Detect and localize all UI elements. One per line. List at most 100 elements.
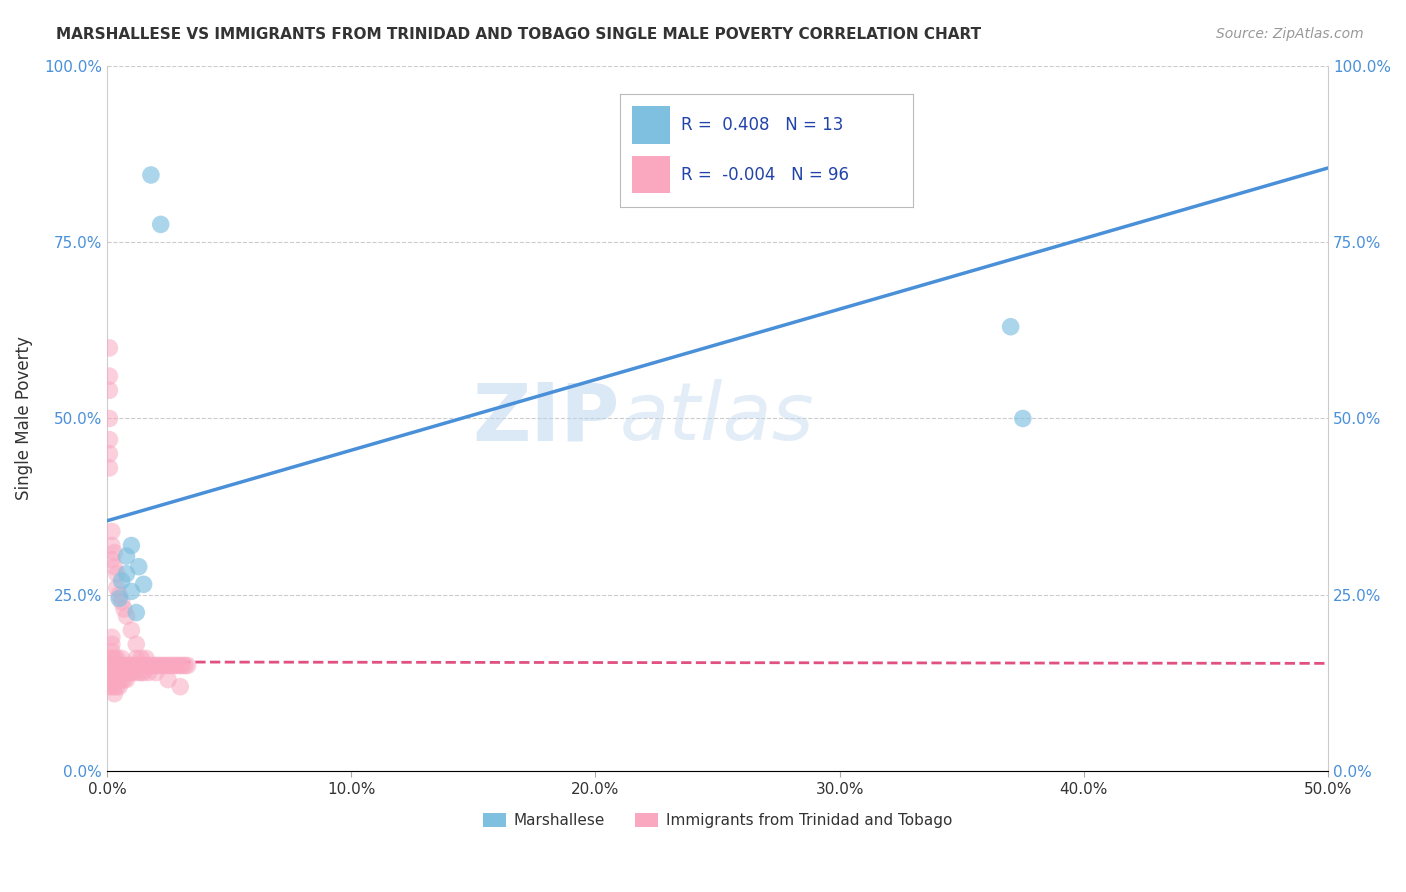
Point (103, 673, 125, 687)
Point (111, 658, 134, 673)
Point (112, 602, 135, 616)
Point (129, 651, 152, 665)
Point (111, 651, 134, 665)
Point (112, 673, 135, 687)
Point (149, 658, 172, 673)
Point (115, 566, 138, 581)
Point (112, 658, 135, 673)
Point (101, 658, 124, 673)
Text: atlas: atlas (620, 379, 814, 458)
Point (157, 673, 180, 687)
Point (125, 651, 148, 665)
Point (111, 665, 134, 680)
Point (101, 637, 124, 651)
Point (98, 673, 121, 687)
Point (138, 658, 160, 673)
Point (98, 651, 121, 665)
Point (101, 630, 124, 644)
Point (111, 595, 134, 609)
Point (98, 369, 121, 384)
Point (101, 665, 124, 680)
Point (108, 680, 131, 694)
Point (115, 549, 138, 563)
Point (101, 673, 124, 687)
Text: MARSHALLESE VS IMMIGRANTS FROM TRINIDAD AND TOBAGO SINGLE MALE POVERTY CORRELATI: MARSHALLESE VS IMMIGRANTS FROM TRINIDAD … (56, 27, 981, 42)
Point (149, 218, 172, 232)
Point (101, 644, 124, 658)
Point (118, 658, 141, 673)
Text: Source: ZipAtlas.com: Source: ZipAtlas.com (1216, 27, 1364, 41)
Point (148, 658, 170, 673)
Point (98, 658, 121, 673)
Point (105, 665, 128, 680)
Point (176, 658, 198, 673)
Point (142, 658, 165, 673)
Point (128, 658, 150, 673)
Text: ZIP: ZIP (472, 379, 620, 458)
Point (105, 658, 128, 673)
Y-axis label: Single Male Poverty: Single Male Poverty (15, 336, 32, 500)
Point (115, 665, 138, 680)
Point (112, 665, 135, 680)
Point (139, 168, 162, 182)
Point (101, 552, 124, 566)
Point (103, 545, 125, 559)
Legend: Marshallese, Immigrants from Trinidad and Tobago: Marshallese, Immigrants from Trinidad an… (477, 807, 959, 834)
Point (125, 658, 148, 673)
Point (98, 383, 121, 397)
Point (115, 673, 138, 687)
Point (118, 665, 141, 680)
Point (108, 591, 131, 606)
Point (135, 651, 157, 665)
Point (103, 680, 125, 694)
Point (157, 658, 180, 673)
Point (120, 539, 142, 553)
Point (105, 651, 128, 665)
Point (138, 665, 160, 680)
Point (125, 637, 148, 651)
Point (120, 624, 142, 638)
Point (103, 651, 125, 665)
Point (101, 651, 124, 665)
Point (122, 665, 145, 680)
Point (101, 539, 124, 553)
Point (111, 673, 134, 687)
Point (159, 658, 181, 673)
Point (174, 658, 197, 673)
Point (120, 665, 142, 680)
Point (145, 658, 167, 673)
Point (155, 658, 177, 673)
Point (120, 584, 142, 599)
Point (162, 658, 184, 673)
Point (128, 559, 150, 574)
Point (105, 673, 128, 687)
Point (139, 658, 162, 673)
Point (122, 658, 145, 673)
Point (108, 588, 131, 602)
Point (1011, 411, 1033, 425)
Point (115, 609, 138, 624)
Point (105, 566, 128, 581)
Point (145, 665, 167, 680)
Point (98, 447, 121, 461)
Point (98, 680, 121, 694)
Point (101, 680, 124, 694)
Point (169, 680, 191, 694)
Point (128, 665, 150, 680)
Point (103, 665, 125, 680)
Point (135, 658, 157, 673)
Point (103, 687, 125, 701)
Point (125, 606, 148, 620)
Point (129, 658, 152, 673)
Point (98, 411, 121, 425)
Point (152, 658, 174, 673)
Point (105, 680, 128, 694)
Point (108, 673, 131, 687)
Point (98, 341, 121, 355)
Point (1000, 319, 1022, 334)
Point (108, 665, 131, 680)
Point (115, 658, 138, 673)
Point (105, 581, 128, 595)
Point (169, 658, 191, 673)
Point (98, 461, 121, 475)
